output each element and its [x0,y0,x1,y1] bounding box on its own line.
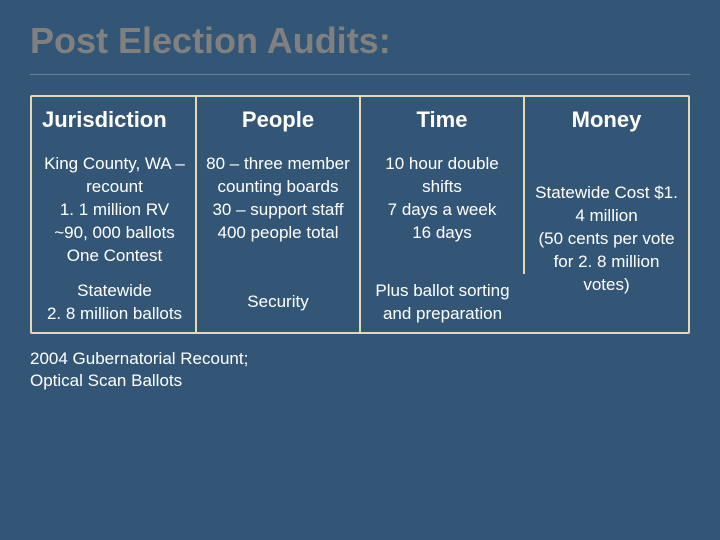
col-header-money: Money [524,97,688,147]
col-header-people: People [196,97,360,147]
table-header-row: Jurisdiction People Time Money [32,97,688,147]
cell-jurisdiction-1: Statewide2. 8 million ballots [32,274,196,332]
slide-title: Post Election Audits: [30,20,690,75]
audit-table: Jurisdiction People Time Money King Coun… [32,97,688,332]
cell-people-1: Security [196,274,360,332]
audit-table-container: Jurisdiction People Time Money King Coun… [30,95,690,334]
col-header-jurisdiction: Jurisdiction [32,97,196,147]
col-header-time: Time [360,97,524,147]
cell-jurisdiction-0: King County, WA – recount1. 1 million RV… [32,147,196,274]
cell-people-0: 80 – three member counting boards30 – su… [196,147,360,274]
cell-time-0: 10 hour double shifts7 days a week16 day… [360,147,524,274]
table-row: King County, WA – recount1. 1 million RV… [32,147,688,274]
cell-money: Statewide Cost $1. 4 million(50 cents pe… [524,147,688,332]
slide: Post Election Audits: Jurisdiction Peopl… [0,0,720,540]
slide-footnote: 2004 Gubernatorial Recount;Optical Scan … [30,348,690,392]
cell-time-1: Plus ballot sorting and preparation [360,274,524,332]
